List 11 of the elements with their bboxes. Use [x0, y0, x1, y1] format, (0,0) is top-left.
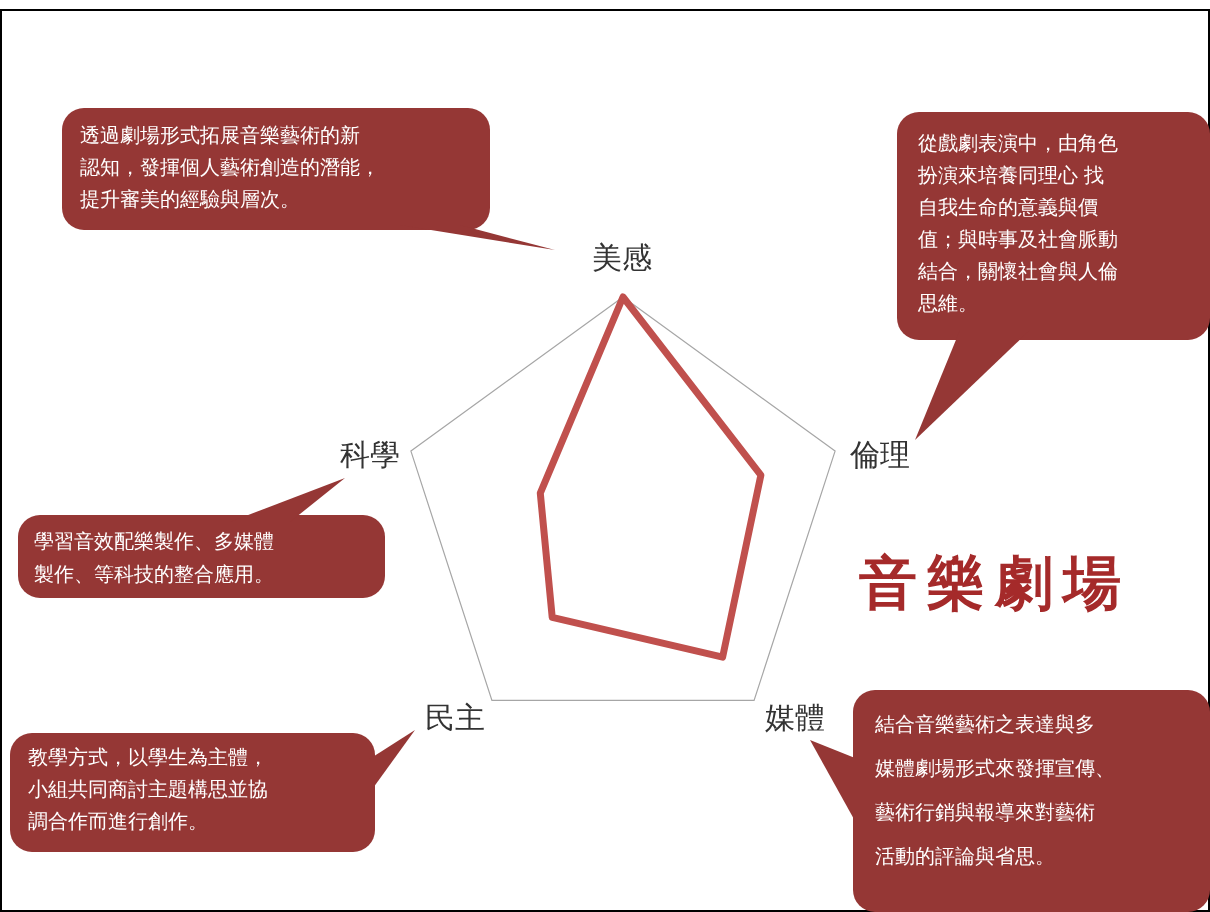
spoke-label: 媒體 [765, 700, 825, 735]
spoke-label: 科學 [340, 437, 400, 472]
spoke-label: 民主 [425, 700, 485, 735]
text: 透過劇場形式拓展音樂藝術的新認知，發揮個人藝術創造的潛能，提升審美的經驗與層次。 [80, 123, 380, 211]
text: 音樂劇場 [859, 549, 1131, 617]
text: 結合音樂藝術之表達與多媒體劇場形式來發揮宣傳、藝術行銷與報導來對藝術活動的評論與省思。 [874, 712, 1115, 868]
text: 教學方式，以學生為主體，小組共同商討主題構思並協調合作而進行創作。 [28, 745, 268, 833]
spoke-label: 倫理 [849, 437, 910, 472]
text: 從戲劇表演中，由角色扮演來培養同理心 找自我生命的意義與價值；與時事及社會脈動結合，關懷社會與人倫思維。 [917, 131, 1118, 315]
text: 學習音效配樂製作、多媒體製作、等科技的整合應用。 [34, 529, 274, 586]
spoke-label: 美感 [592, 240, 652, 275]
